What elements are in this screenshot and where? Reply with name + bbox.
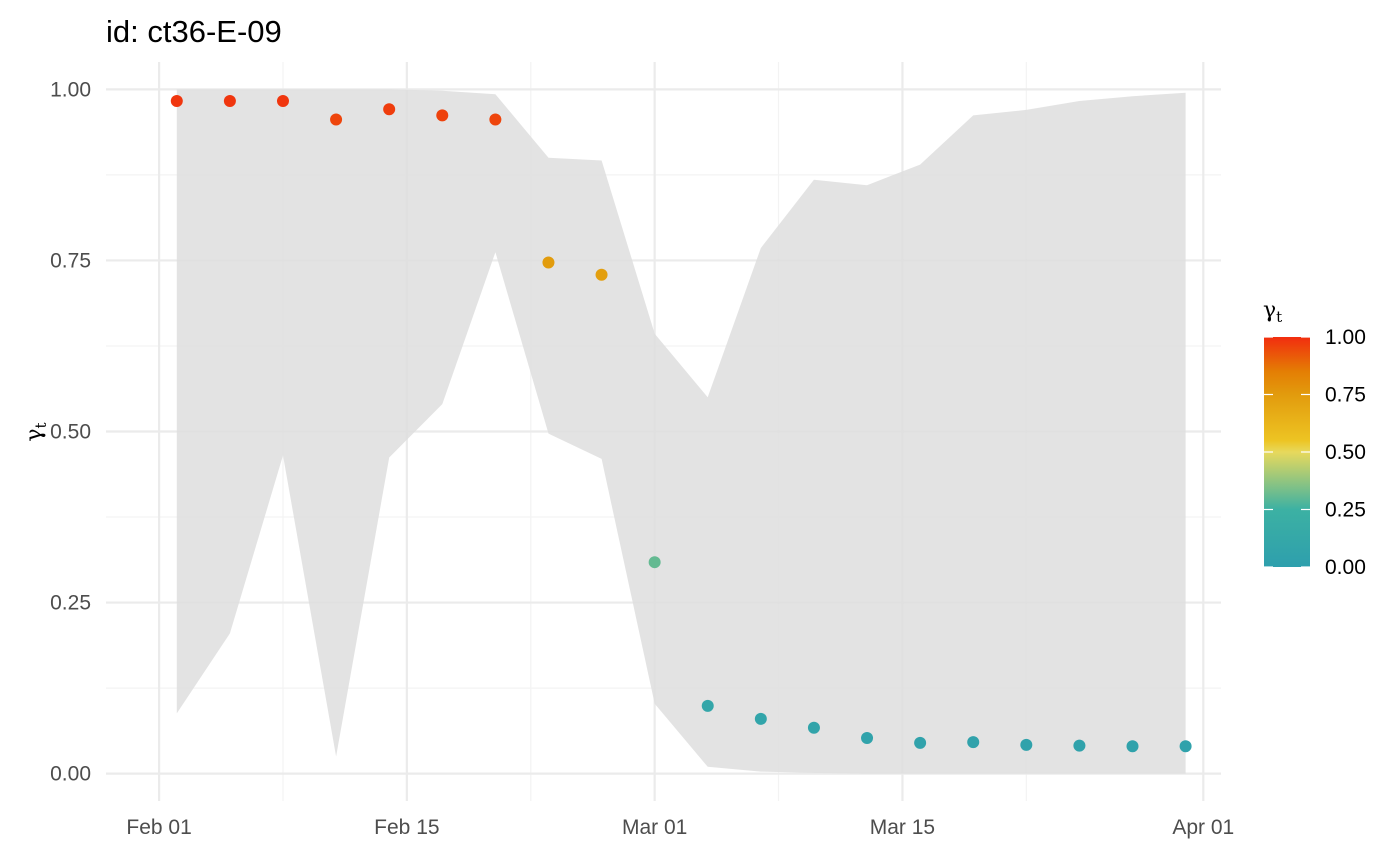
x-tick-label: Feb 01 [126,816,191,839]
color-legend: γt 1.00 0.75 0.50 0.25 0.00 [1263,298,1366,579]
legend-tick-label: 0.75 [1325,384,1366,407]
credible-interval-ribbon [176,89,1186,774]
data-point [1126,740,1139,753]
data-point [648,556,661,569]
data-point [701,699,714,712]
legend-tick-label: 0.00 [1325,556,1366,579]
data-point [170,95,183,108]
chart-title: id: ct36-E-09 [106,14,282,49]
legend-tick-label: 1.00 [1325,326,1366,349]
data-point [754,712,767,725]
y-axis-title-main: γ [22,428,47,441]
y-tick-label: 0.25 [50,592,91,615]
x-axis-ticks: Feb 01 Feb 15 Mar 01 Mar 15 Apr 01 [126,816,1234,839]
data-point [383,103,396,116]
legend-ticks: 1.00 0.75 0.50 0.25 0.00 [1264,326,1366,579]
data-point [489,113,502,126]
data-point [807,721,820,734]
legend-title: γt [1263,298,1282,326]
y-axis-ticks: 0.00 0.25 0.50 0.75 1.00 [50,78,91,785]
data-point [330,113,343,126]
x-tick-label: Apr 01 [1172,816,1234,839]
data-point [967,736,980,749]
y-tick-label: 0.50 [50,421,91,444]
data-point [1073,739,1086,752]
data-point [595,268,608,281]
data-point [436,109,449,122]
points-layer [170,95,1192,753]
y-tick-label: 0.75 [50,249,91,272]
y-axis-title: γt [22,422,50,441]
data-point [542,256,555,269]
legend-tick-label: 0.50 [1325,441,1366,464]
y-axis-title-sub: t [32,422,50,428]
x-tick-label: Mar 15 [870,816,935,839]
data-point [861,732,874,745]
legend-title-sub: t [1276,308,1282,326]
data-point [223,95,236,108]
y-tick-label: 0.00 [50,763,91,786]
data-point [1179,740,1192,753]
data-point [914,736,927,749]
ribbon-layer [176,89,1186,774]
x-tick-label: Mar 01 [622,816,687,839]
data-point [276,95,289,108]
x-tick-label: Feb 15 [374,816,439,839]
legend-title-main: γ [1263,298,1276,323]
legend-tick-label: 0.25 [1325,499,1366,522]
y-tick-label: 1.00 [50,78,91,101]
data-point [1020,738,1033,751]
